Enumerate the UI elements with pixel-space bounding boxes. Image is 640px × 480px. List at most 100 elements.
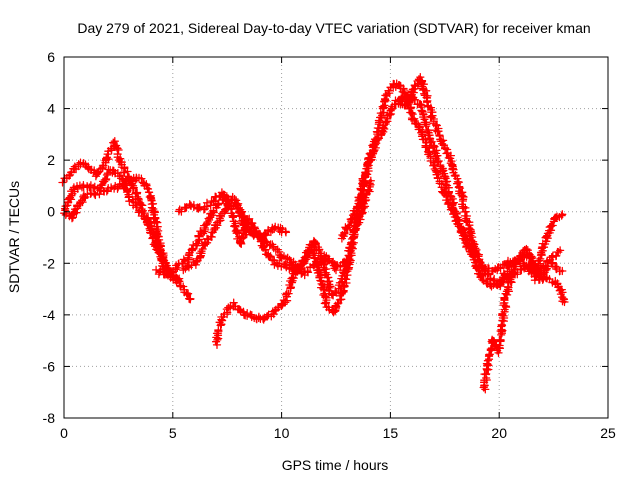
data-point <box>549 261 553 265</box>
data-point <box>330 292 334 296</box>
series-track-b <box>60 165 195 304</box>
data-point <box>395 99 399 103</box>
data-point <box>284 297 288 301</box>
data-point <box>430 140 434 144</box>
data-point <box>214 341 218 345</box>
data-point <box>480 277 484 281</box>
data-point <box>419 130 423 134</box>
data-point <box>560 212 564 216</box>
data-point <box>219 215 223 219</box>
data-point <box>545 277 549 281</box>
data-point <box>512 266 516 270</box>
data-point <box>412 86 416 90</box>
data-point <box>375 130 379 134</box>
grid <box>64 57 608 418</box>
data-point <box>539 277 543 281</box>
data-point <box>180 284 184 288</box>
data-point <box>504 295 508 299</box>
data-point <box>341 236 345 239</box>
data-point <box>349 217 353 221</box>
data-point <box>460 197 464 201</box>
data-point <box>119 174 123 178</box>
data-point <box>186 256 190 260</box>
data-point <box>482 388 486 392</box>
x-tick-label: 25 <box>600 425 616 441</box>
data-point <box>458 225 462 229</box>
data-point <box>347 264 351 268</box>
data-point <box>273 225 277 229</box>
data-point <box>325 305 329 309</box>
data-point <box>162 259 166 263</box>
x-tick-label: 10 <box>274 425 290 441</box>
data-point <box>171 277 175 281</box>
y-tick-label: 6 <box>47 49 55 65</box>
data-point <box>560 269 564 273</box>
data-point <box>262 318 266 322</box>
data-point <box>556 282 560 286</box>
x-tick-label: 0 <box>60 425 68 441</box>
x-tick-label: 20 <box>491 425 507 441</box>
data-point <box>106 156 110 160</box>
data-point <box>269 243 273 247</box>
data-point <box>558 248 562 252</box>
data-point <box>301 272 305 276</box>
data-point <box>188 202 192 206</box>
data-point <box>112 140 116 144</box>
x-tick-label: 15 <box>383 425 399 441</box>
y-tick-label: 2 <box>47 152 55 168</box>
data-point <box>156 230 160 234</box>
data-point <box>123 168 127 172</box>
data-point <box>262 233 266 237</box>
series-markers <box>60 165 195 304</box>
data-point <box>264 251 268 255</box>
y-tick-label: -8 <box>43 410 56 426</box>
y-tick-label: -4 <box>43 307 56 323</box>
data-point <box>284 230 288 234</box>
data-point <box>256 230 260 234</box>
series-track-h <box>337 79 569 307</box>
data-point <box>341 292 345 296</box>
data-point <box>410 114 414 118</box>
data-point <box>293 272 297 276</box>
data-point <box>69 171 73 175</box>
data-point <box>562 300 566 304</box>
data-point <box>129 199 133 203</box>
data-point <box>547 259 551 263</box>
data-point <box>219 321 223 325</box>
data-point <box>438 138 442 142</box>
data-point <box>214 205 218 209</box>
data-point <box>319 277 323 281</box>
data-point <box>504 261 508 265</box>
data-point <box>77 161 81 165</box>
data-point <box>108 168 112 172</box>
data-point <box>230 207 234 211</box>
data-point <box>404 104 408 108</box>
data-point <box>419 76 423 80</box>
data-point <box>166 274 170 278</box>
data-point <box>95 192 99 196</box>
data-point <box>449 158 453 162</box>
data-point <box>384 94 388 98</box>
data-point <box>273 310 277 314</box>
data-point <box>199 251 203 255</box>
data-point <box>251 315 255 319</box>
series-track-j <box>479 210 567 394</box>
data-point <box>369 179 373 183</box>
axis-ticks: 0 5 10 15 20 25 -8 -6 -4 -2 0 2 4 6 <box>43 49 616 441</box>
x-axis-label: GPS time / hours <box>282 457 389 473</box>
data-point <box>334 266 338 270</box>
data-point <box>534 266 538 270</box>
data-point <box>95 174 99 178</box>
data-point <box>523 246 527 250</box>
x-tick-label: 5 <box>169 425 177 441</box>
data-point <box>193 261 197 265</box>
data-point <box>310 243 314 247</box>
data-point <box>554 215 558 219</box>
data-point <box>143 215 147 219</box>
data-point <box>238 243 242 247</box>
data-point <box>428 107 432 111</box>
data-point <box>84 184 88 188</box>
data-point <box>432 163 436 167</box>
data-point <box>290 261 294 265</box>
